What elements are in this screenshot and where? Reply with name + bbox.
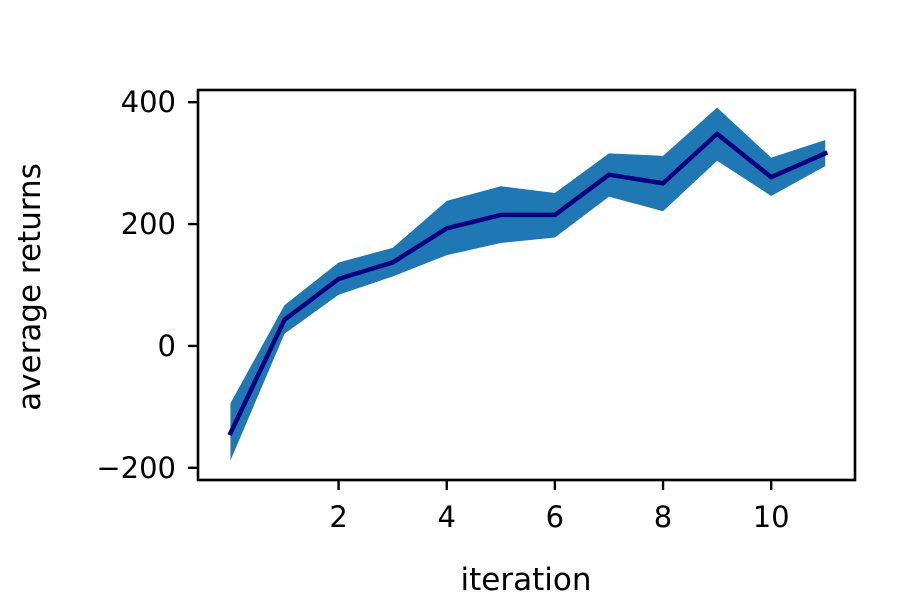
y-axis-label: average returns	[12, 163, 48, 411]
confidence-band	[230, 107, 826, 461]
plot-area	[227, 107, 829, 461]
x-tick-label: 2	[329, 500, 347, 534]
x-tick-label: 10	[753, 500, 790, 534]
x-tick-label: 4	[438, 500, 456, 534]
y-tick-label: 0	[158, 329, 176, 363]
y-tick-label: −200	[96, 451, 176, 485]
x-tick-label: 6	[546, 500, 564, 534]
x-axis-label: iteration	[461, 562, 592, 598]
axes-frame	[196, 88, 857, 482]
y-tick-label: 200	[121, 207, 176, 241]
mean-return-line	[227, 131, 829, 437]
y-tick-label: 400	[121, 85, 176, 119]
axis-ticks: 2 4 6 8 10 −200 0 200 400	[96, 85, 789, 534]
x-tick-label: 8	[654, 500, 672, 534]
